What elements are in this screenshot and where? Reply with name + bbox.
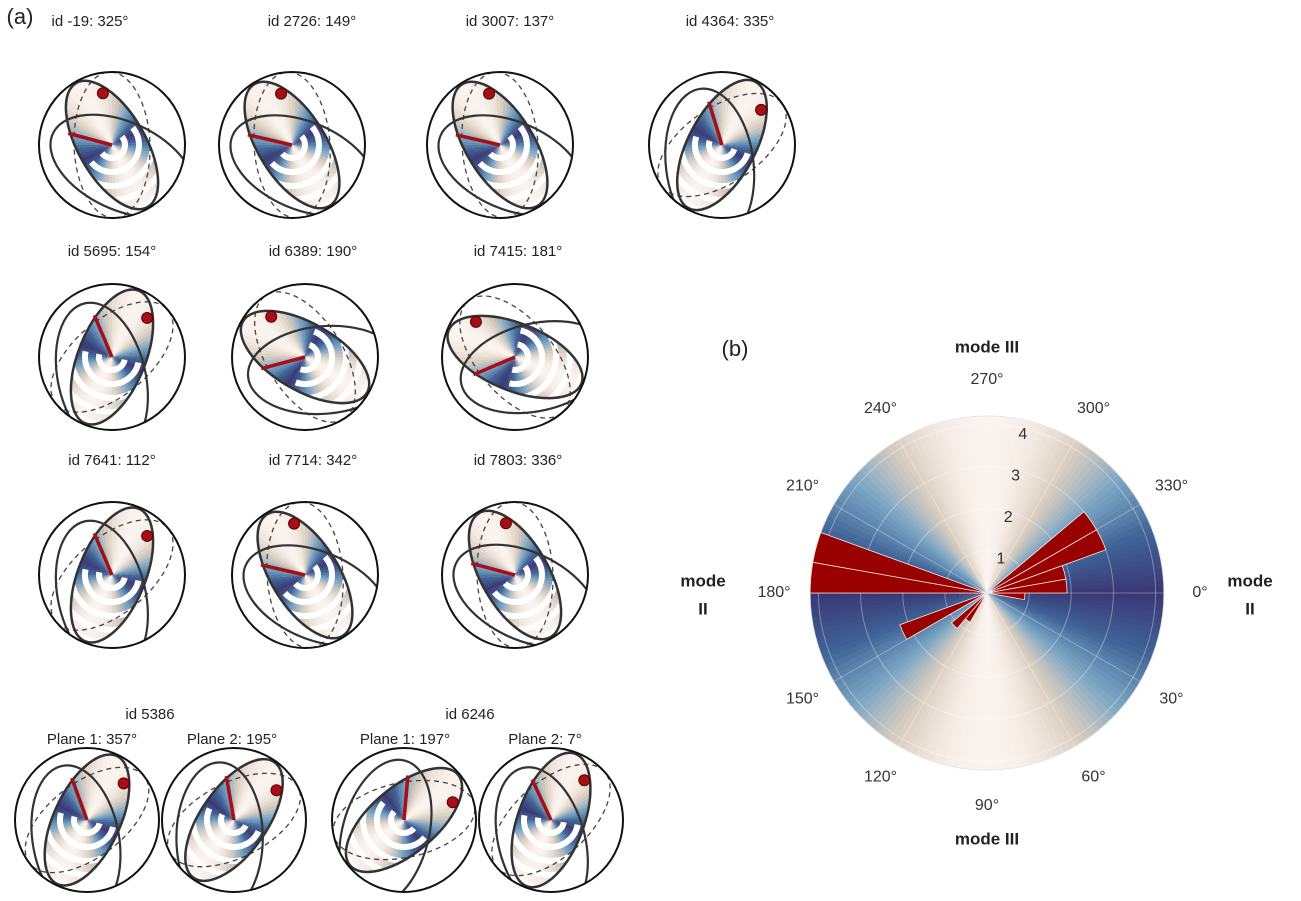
mode-label: mode [1227, 571, 1272, 590]
theta-tick-label: 210° [786, 478, 819, 495]
figure: (a) (b) id -19: 325° id 2726: 149° id 3007… [0, 0, 1301, 896]
mode-label: mode III [955, 829, 1019, 848]
plot-title: Plane 1: 197° [360, 731, 450, 748]
r-tick-label: 2 [1004, 509, 1013, 526]
pole-dot [142, 530, 153, 541]
pole-dot [97, 88, 108, 99]
plot-title: id -19: 325° [52, 13, 129, 30]
mode-label: II [1245, 599, 1254, 618]
pole-dot [142, 312, 153, 323]
r-tick-label: 1 [996, 551, 1005, 568]
theta-tick-label: 270° [970, 371, 1003, 388]
r-tick-label: 3 [1011, 468, 1020, 485]
theta-tick-label: 60° [1081, 769, 1105, 786]
pole-dot [470, 316, 481, 327]
theta-tick-label: 150° [786, 691, 819, 708]
theta-tick-label: 330° [1155, 478, 1188, 495]
plot-title: id 3007: 137° [466, 13, 555, 30]
stereonet [32, 496, 193, 681]
stereonet [228, 497, 403, 666]
stereonet [324, 748, 482, 896]
stereonet [153, 743, 315, 896]
stereonet [423, 67, 598, 236]
pole-dot [118, 778, 129, 789]
theta-tick-label: 300° [1077, 400, 1110, 417]
stereonet [436, 277, 621, 438]
plot-title: id 2726: 149° [268, 13, 357, 30]
theta-tick-label: 240° [864, 400, 897, 417]
theta-tick-label: 120° [864, 769, 897, 786]
plot-title: id 4364: 335° [686, 13, 775, 30]
r-tick-label: 4 [1018, 426, 1027, 443]
plot-title: id 7803: 336° [474, 452, 563, 469]
pole-dot [500, 518, 511, 529]
mode-label: II [698, 599, 707, 618]
theta-tick-label: 30° [1159, 691, 1183, 708]
plot-title: id 7714: 342° [269, 452, 358, 469]
mode-label: mode III [955, 337, 1019, 356]
panel-label: (a) [7, 4, 34, 29]
pole-dot [271, 785, 282, 796]
theta-tick-label: 180° [757, 584, 790, 601]
plot-title: id 6389: 190° [269, 243, 358, 260]
pole-dot [276, 88, 287, 99]
pole-dot [756, 104, 767, 115]
pair-title: id 5386 [125, 706, 174, 723]
stereonet [215, 67, 390, 236]
pole-dot [266, 311, 277, 322]
mode-label: mode [680, 571, 725, 590]
pole-dot [289, 518, 300, 529]
stereonet [437, 496, 613, 668]
stereonet [34, 66, 210, 238]
theta-tick-label: 90° [975, 797, 999, 814]
plot-title: id 7415: 181° [474, 243, 563, 260]
plot-title: Plane 2: 195° [187, 731, 277, 748]
stereonet [7, 742, 167, 896]
pair-title: id 6246 [445, 706, 494, 723]
stereonet [226, 275, 404, 439]
plot-title: Plane 2: 7° [508, 731, 582, 748]
panel-label: (b) [722, 336, 749, 361]
pole-dot [484, 88, 495, 99]
plot-title: id 5695: 154° [68, 243, 157, 260]
stereonet [640, 66, 803, 246]
plot-title: Plane 1: 357° [47, 731, 137, 748]
pole-dot [579, 775, 590, 786]
theta-tick-label: 0° [1192, 584, 1207, 601]
stereonet [472, 742, 629, 896]
stereonet [32, 278, 193, 463]
plot-title: id 7641: 112° [68, 452, 155, 469]
pole-dot [447, 797, 458, 808]
